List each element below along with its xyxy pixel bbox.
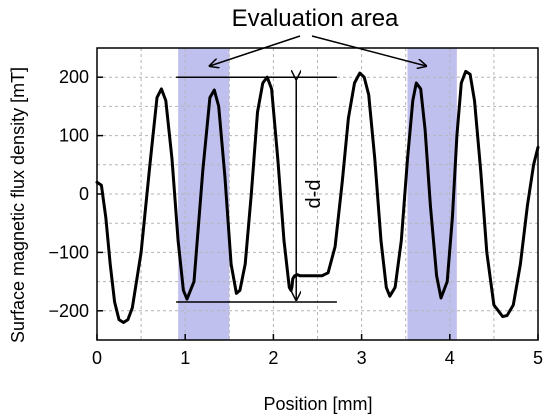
series-line — [95, 69, 540, 324]
peak-to-peak-label: d-d — [303, 180, 325, 209]
evaluation-arrow-left — [210, 35, 301, 66]
y-tick-label: 100 — [59, 126, 89, 146]
evaluation-area-label: Evaluation area — [232, 5, 399, 32]
evaluation-band — [178, 48, 230, 340]
annotations: d-d — [176, 35, 426, 303]
y-tick-label: 200 — [59, 67, 89, 87]
x-tick-label: 2 — [268, 348, 278, 368]
y-tick-label: −100 — [48, 242, 89, 262]
evaluation-arrow-right — [311, 35, 426, 66]
grid-lines — [97, 48, 538, 340]
x-tick-label: 1 — [180, 348, 190, 368]
highlight-bands — [178, 48, 457, 340]
axis-ticks: 0 1 2 3 4 5 −200 −100 0 100 200 — [48, 67, 543, 368]
x-tick-label: 0 — [92, 348, 102, 368]
x-tick-label: 5 — [533, 348, 543, 368]
y-tick-label: 0 — [79, 184, 89, 204]
x-axis-label: Position [mm] — [263, 394, 372, 414]
x-tick-label: 4 — [445, 348, 455, 368]
y-tick-label: −200 — [48, 301, 89, 321]
y-axis-label: Surface magnetic flux density [mT] — [8, 67, 28, 343]
x-tick-label: 3 — [357, 348, 367, 368]
